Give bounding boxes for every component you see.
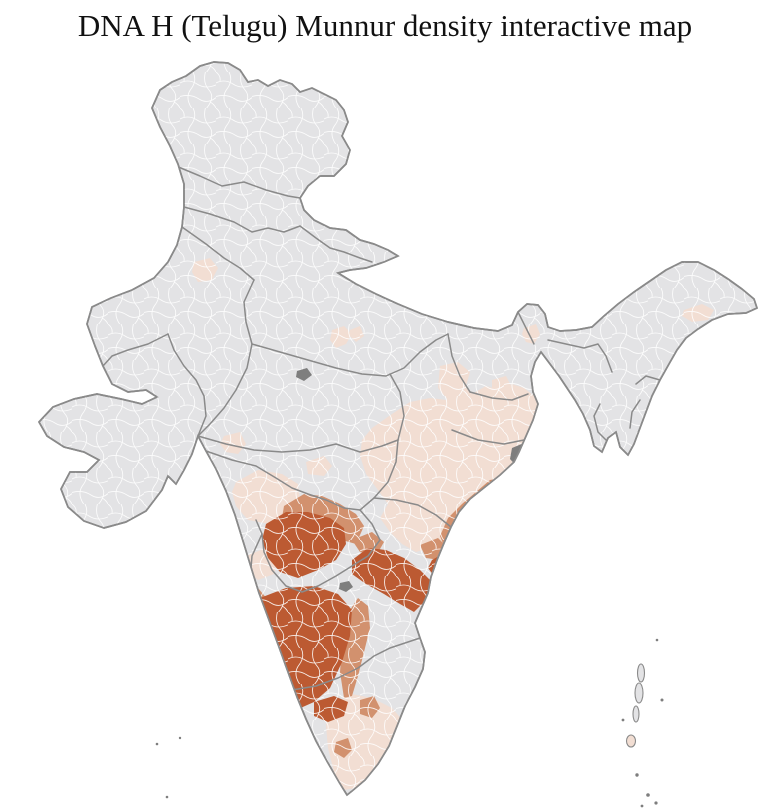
- andaman-island-south[interactable]: [632, 705, 640, 723]
- region-konkan-mumbai-patch[interactable]: [197, 482, 214, 520]
- lakshadweep-islands[interactable]: [155, 736, 182, 799]
- map-title: DNA H (Telugu) Munnur density interactiv…: [77, 8, 693, 43]
- region-madurai-area[interactable]: [288, 746, 312, 770]
- region-north-kerala-coast[interactable]: [250, 722, 264, 758]
- andaman-nicobar-islands[interactable]: [621, 638, 664, 808]
- andaman-island-north[interactable]: [636, 663, 646, 683]
- district-mesh-overlay: [39, 62, 757, 795]
- grey-speck-central: [296, 368, 312, 381]
- grey-speck-telangana: [339, 581, 353, 592]
- nicobar-island[interactable]: [625, 734, 637, 748]
- island-specks: [621, 638, 664, 808]
- region-coimbatore-area[interactable]: [262, 672, 284, 692]
- andaman-island-middle[interactable]: [634, 682, 644, 704]
